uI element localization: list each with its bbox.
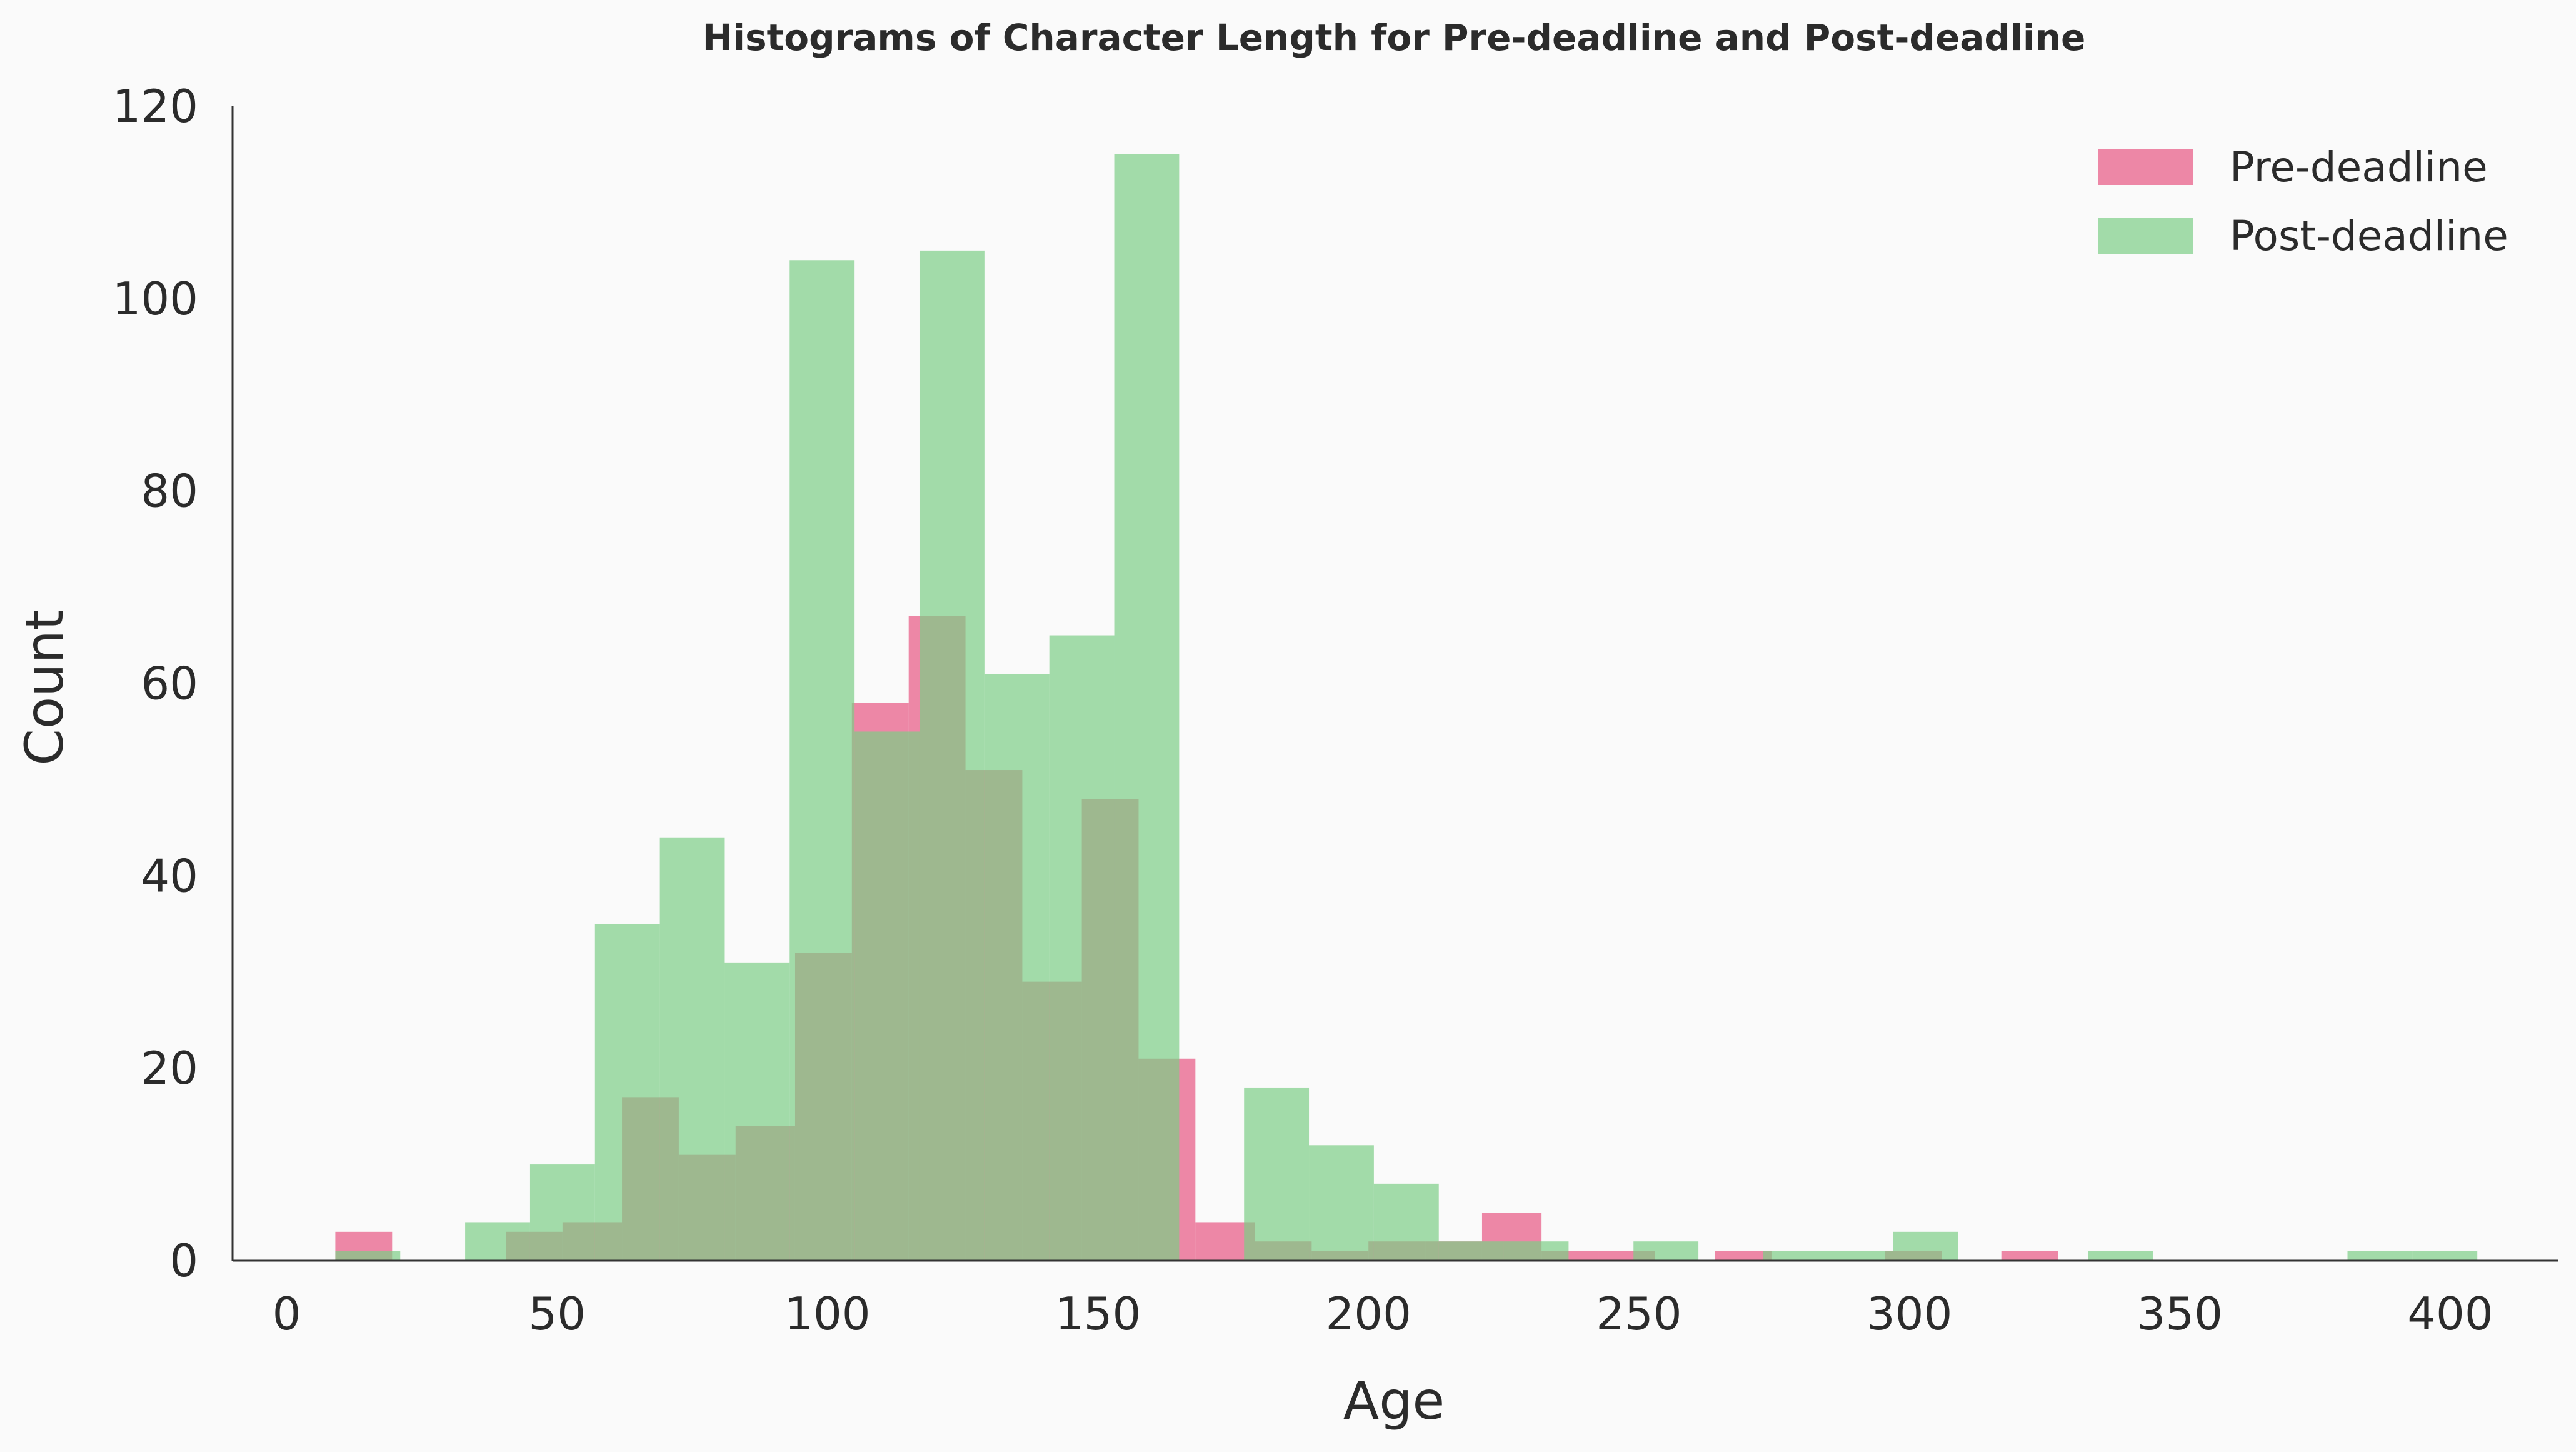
chart-title: Histograms of Character Length for Pre-d… (703, 16, 2086, 59)
x-tick-label: 250 (1596, 1288, 1681, 1340)
series-1-bar-4 (594, 924, 660, 1261)
series-1-bar-18 (1503, 1241, 1569, 1261)
legend-item-0: Pre-deadline (2098, 143, 2488, 191)
series-1-bar-27 (2088, 1251, 2153, 1261)
series-1-bar-20 (1633, 1241, 1699, 1261)
series-1-bar-17 (1438, 1241, 1504, 1261)
series-1-bar-16 (1373, 1183, 1439, 1261)
legend-label: Post-deadline (2230, 212, 2508, 260)
x-tick-label: 150 (1055, 1288, 1141, 1340)
series-1-bar-3 (529, 1164, 595, 1261)
x-tick-label: 200 (1326, 1288, 1411, 1340)
series-1-bar-24 (1893, 1231, 1958, 1261)
series-1-bar-9 (919, 250, 985, 1261)
legend: Pre-deadline Post-deadline (2098, 143, 2508, 260)
legend-label: Pre-deadline (2230, 143, 2488, 191)
series-1-bar-14 (1244, 1087, 1310, 1261)
series-1-bar-22 (1763, 1251, 1828, 1261)
x-tick-label: 400 (2407, 1288, 2493, 1340)
series-0-bars (335, 616, 2058, 1261)
x-tick-label: 350 (2137, 1288, 2223, 1340)
x-tick-label: 300 (1867, 1288, 1952, 1340)
bars-layer (335, 154, 2478, 1261)
series-1-bar-15 (1309, 1145, 1374, 1261)
series-1-bar-23 (1828, 1251, 1893, 1261)
series-1-bar-5 (659, 837, 725, 1261)
series-1-bar-0 (335, 1251, 401, 1261)
y-tick-label: 0 (169, 1234, 198, 1287)
series-1-bar-8 (854, 731, 920, 1261)
x-tick-label: 50 (528, 1288, 586, 1340)
series-1-bar-7 (789, 260, 855, 1261)
axes-layer: 0 50 100 150 200 250 300 350 400 0 20 40 60 80 100 120 (113, 80, 2558, 1340)
x-tick-label: 100 (784, 1288, 870, 1340)
legend-swatch (2098, 149, 2193, 185)
y-tick-label: 100 (113, 273, 198, 325)
series-0-bar-29 (2001, 1251, 2058, 1261)
y-axis-label: Count (14, 609, 75, 765)
y-tick-label: 20 (141, 1042, 198, 1094)
series-0-bar-24 (1715, 1251, 1772, 1261)
y-tick-label: 40 (141, 849, 198, 902)
series-1-bar-10 (984, 674, 1050, 1261)
series-1-bar-2 (465, 1222, 530, 1261)
series-1-bar-12 (1114, 154, 1180, 1261)
y-tick-label: 80 (141, 465, 198, 518)
series-1-bar-6 (724, 962, 790, 1261)
series-1-bar-32 (2412, 1251, 2478, 1261)
series-1-bars (335, 154, 2478, 1261)
series-1-bar-11 (1049, 635, 1115, 1261)
series-1-bar-31 (2347, 1251, 2413, 1261)
x-tick-label: 0 (273, 1288, 301, 1340)
y-tick-label: 120 (113, 80, 198, 133)
legend-swatch (2098, 218, 2193, 254)
legend-item-1: Post-deadline (2098, 212, 2508, 260)
y-tick-label: 60 (141, 658, 198, 710)
x-axis-label: Age (1343, 1370, 1445, 1431)
